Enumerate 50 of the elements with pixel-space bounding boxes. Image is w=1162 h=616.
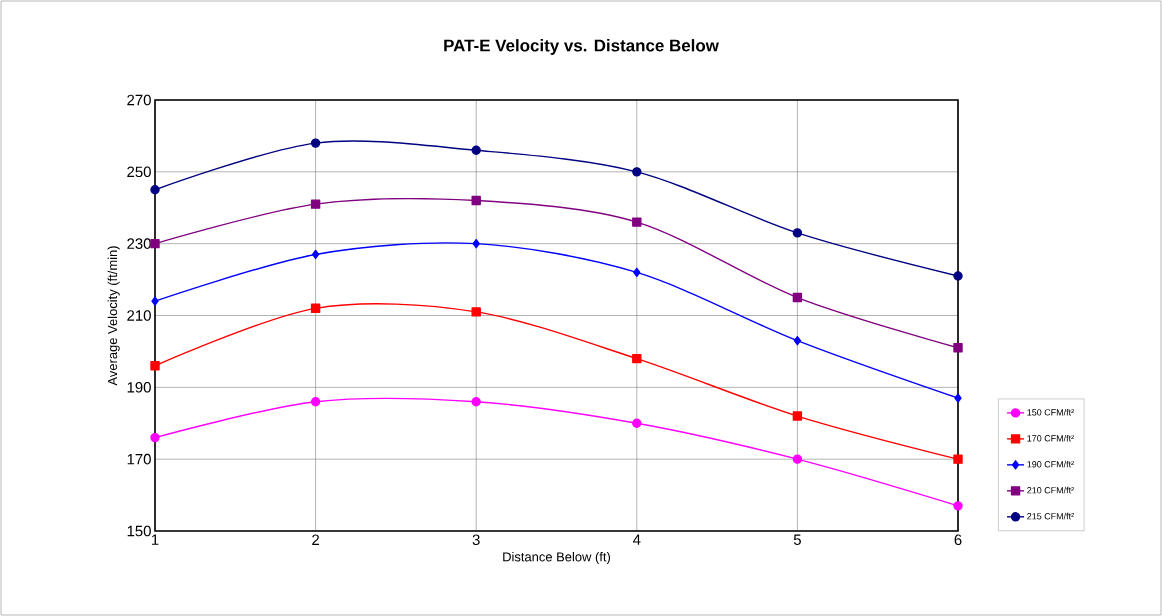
y-tick-label: 270 (127, 94, 151, 106)
point (311, 249, 320, 260)
legend-label: 170 CFM/ft² (1027, 434, 1074, 442)
point (793, 335, 802, 346)
y-tick-label: 210 (127, 310, 151, 321)
point (953, 501, 963, 511)
x-tick-label: 4 (632, 534, 641, 545)
point (471, 397, 481, 407)
point (310, 199, 321, 209)
point (632, 418, 642, 428)
point (953, 343, 963, 353)
point (150, 238, 160, 249)
point (792, 228, 803, 238)
legend-label: 190 CFM/ft² (1027, 460, 1074, 468)
point (792, 454, 803, 464)
legend-label: 210 CFM/ft² (1027, 486, 1074, 494)
y-tick-label: 170 (127, 453, 151, 465)
x-tick-label: 2 (312, 534, 320, 545)
point (633, 267, 641, 278)
point (953, 271, 963, 281)
point (472, 238, 480, 249)
point (471, 307, 481, 317)
point (150, 185, 160, 195)
x-axis-title: Distance Below (ft) (503, 551, 611, 565)
y-tick-label: 250 (127, 166, 151, 178)
point (632, 353, 642, 364)
point (310, 397, 321, 407)
point (150, 361, 160, 371)
y-tick-label: 150 (127, 525, 151, 537)
point (310, 303, 321, 314)
legend-label: 215 CFM/ft² (1027, 512, 1074, 520)
point (954, 393, 962, 403)
point (471, 195, 481, 206)
y-axis-title: Average Velocity (ft/min) (107, 246, 120, 386)
point (471, 145, 481, 155)
point (150, 432, 160, 443)
point (953, 454, 963, 464)
legend-label: 150 CFM/ft² (1027, 408, 1074, 416)
x-tick-label: 5 (793, 534, 801, 545)
point (632, 167, 642, 177)
y-tick-label: 190 (127, 382, 151, 393)
x-tick-label: 1 (151, 534, 159, 545)
point (632, 217, 642, 227)
point (792, 411, 803, 421)
chart-title: PAT-E Velocity vs. Distance Below (444, 39, 719, 55)
x-tick-label: 3 (472, 534, 480, 546)
point (792, 292, 803, 303)
x-tick-label: 6 (954, 534, 962, 546)
point (310, 138, 321, 148)
point (151, 296, 159, 306)
